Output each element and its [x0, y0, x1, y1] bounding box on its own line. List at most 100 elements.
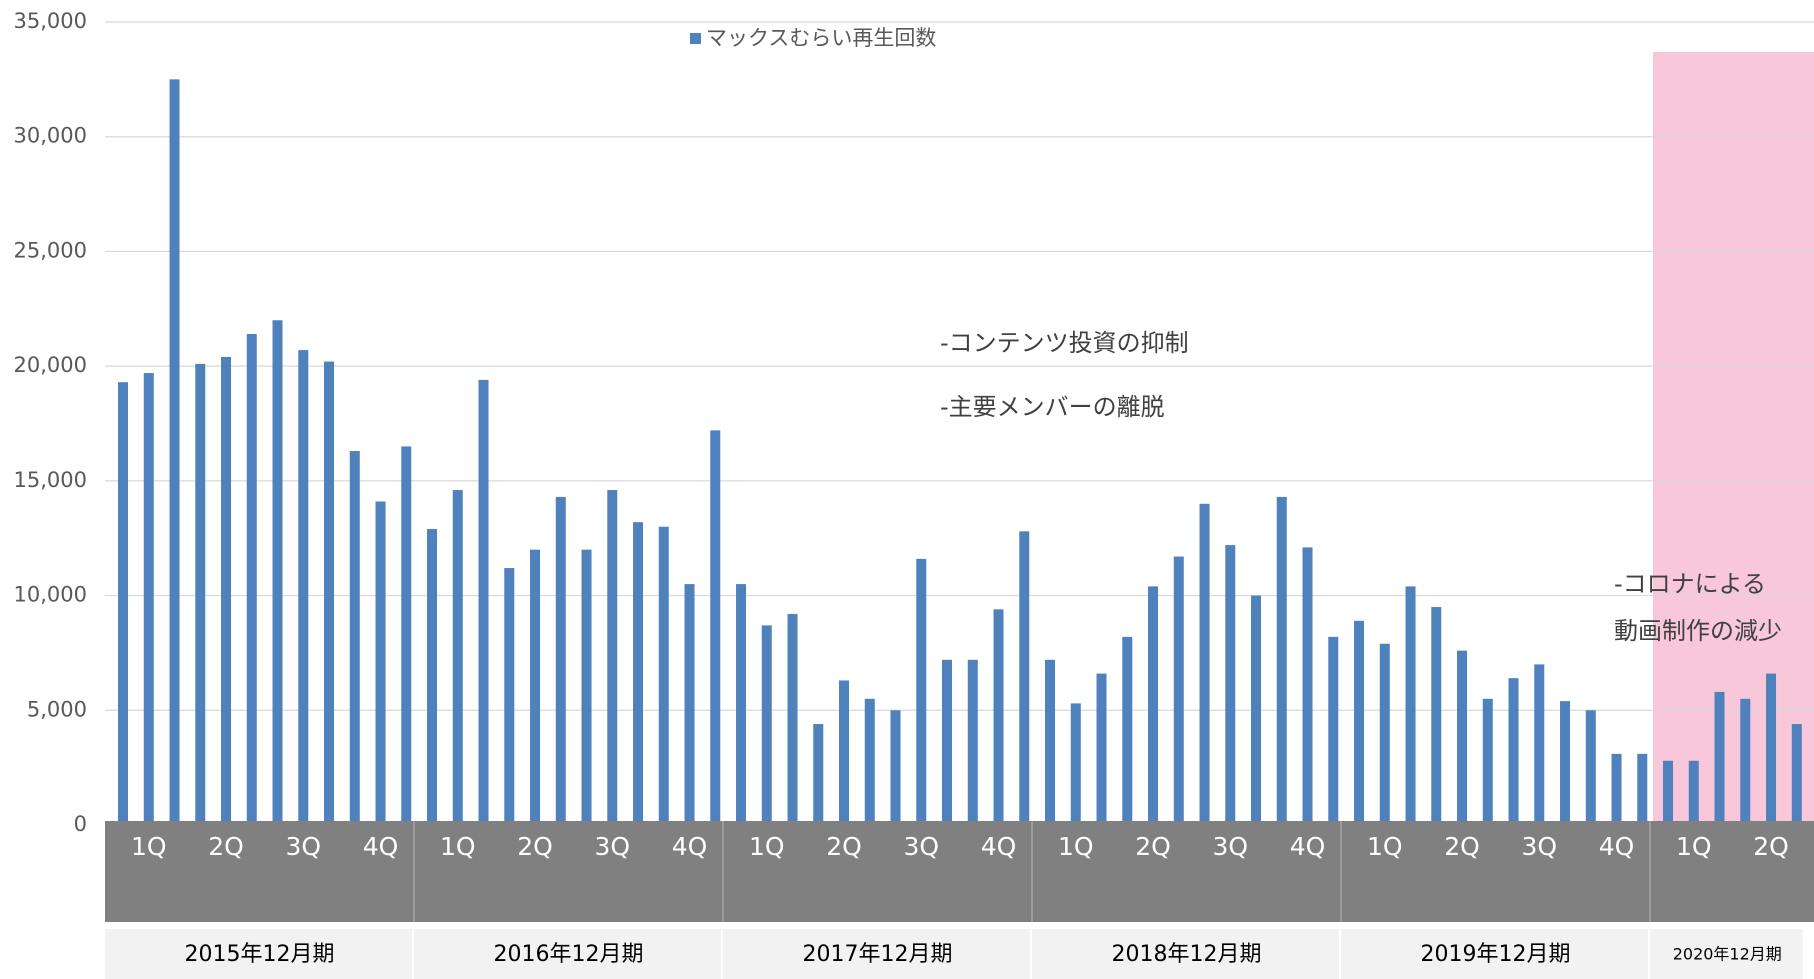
quarter-label: 1Q — [1676, 832, 1712, 861]
year-label: 2017年12月期 — [803, 942, 953, 967]
y-tick-label: 35,000 — [14, 9, 87, 33]
bar — [1302, 547, 1313, 825]
quarter-label: 4Q — [1290, 832, 1326, 861]
y-tick-label: 30,000 — [14, 124, 87, 148]
bar — [658, 526, 669, 825]
bar — [1457, 650, 1468, 825]
quarter-label: 2Q — [517, 832, 553, 861]
bar — [478, 379, 489, 825]
bar — [581, 549, 592, 825]
bar — [1508, 678, 1519, 825]
bar — [1431, 607, 1442, 825]
bar — [1611, 753, 1622, 825]
bar — [1482, 698, 1493, 825]
bar — [1379, 643, 1390, 825]
bar — [1766, 673, 1777, 825]
quarter-label: 2Q — [208, 832, 244, 861]
bar — [993, 609, 1004, 825]
bar — [607, 490, 618, 825]
y-tick-label: 0 — [74, 812, 87, 836]
bar — [530, 549, 541, 825]
legend-swatch — [690, 33, 701, 44]
year-cell — [723, 929, 1030, 979]
quarter-label: 3Q — [285, 832, 321, 861]
bar — [298, 350, 309, 825]
bar — [1328, 636, 1339, 825]
bar — [761, 625, 772, 825]
quarter-label: 1Q — [440, 832, 476, 861]
quarter-label: 1Q — [1058, 832, 1094, 861]
bar — [1173, 556, 1184, 825]
year-cell — [1032, 929, 1339, 979]
legend-label: マックスむらい再生回数 — [706, 26, 936, 50]
bar — [1740, 698, 1751, 825]
quarter-label: 2Q — [826, 832, 862, 861]
bar — [736, 584, 747, 825]
year-cell — [1650, 929, 1803, 979]
bar — [1019, 531, 1030, 825]
bar — [195, 363, 206, 825]
bar — [324, 361, 335, 825]
bar — [1070, 703, 1081, 825]
annotation: -コロナによる — [1614, 570, 1766, 598]
year-label: 2019年12月期 — [1421, 942, 1571, 967]
year-label: 2016年12月期 — [494, 942, 644, 967]
bar — [1714, 691, 1725, 825]
bar — [942, 659, 953, 825]
quarter-label: 2Q — [1753, 832, 1789, 861]
axis-band — [105, 821, 1814, 922]
bar — [1045, 659, 1056, 825]
year-cell — [414, 929, 721, 979]
bar — [684, 584, 695, 825]
bar — [1534, 664, 1545, 825]
quarter-label: 3Q — [594, 832, 630, 861]
quarter-label: 4Q — [1599, 832, 1635, 861]
quarter-label: 3Q — [1212, 832, 1248, 861]
bar — [375, 501, 386, 825]
bar — [1251, 595, 1262, 825]
quarter-label: 2Q — [1444, 832, 1480, 861]
year-label: 2018年12月期 — [1112, 942, 1262, 967]
annotation: -主要メンバーの離脱 — [940, 393, 1165, 421]
bar — [272, 320, 283, 825]
bar — [1199, 503, 1210, 825]
bar — [1688, 760, 1699, 825]
bar — [504, 568, 515, 825]
annotation: -コンテンツ投資の抑制 — [940, 329, 1189, 357]
annotation: 動画制作の減少 — [1614, 617, 1782, 645]
year-cell — [1341, 929, 1648, 979]
bar — [452, 490, 463, 825]
y-tick-label: 20,000 — [14, 353, 87, 377]
y-tick-label: 25,000 — [14, 238, 87, 262]
bar — [890, 710, 901, 825]
bar — [1354, 620, 1365, 825]
bar — [169, 79, 180, 826]
bar — [1637, 753, 1648, 825]
bar — [118, 382, 129, 825]
bar — [916, 558, 927, 825]
bar — [555, 496, 566, 825]
quarter-label: 3Q — [903, 832, 939, 861]
quarter-label: 4Q — [981, 832, 1017, 861]
year-label: 2015年12月期 — [185, 942, 335, 967]
bar — [427, 529, 438, 825]
bar — [143, 373, 154, 825]
year-label: 2020年12月期 — [1673, 945, 1782, 964]
bar — [967, 659, 978, 825]
quarter-label: 1Q — [749, 832, 785, 861]
quarter-label: 1Q — [131, 832, 167, 861]
bar — [864, 698, 875, 825]
quarter-label: 3Q — [1521, 832, 1557, 861]
y-tick-label: 5,000 — [27, 697, 87, 721]
bar — [246, 334, 257, 825]
bar — [839, 680, 850, 825]
bar — [1405, 586, 1416, 825]
bar — [1096, 673, 1107, 825]
bar — [1791, 724, 1802, 825]
y-tick-label: 10,000 — [14, 583, 87, 607]
bar — [633, 522, 644, 825]
quarter-label: 4Q — [672, 832, 708, 861]
bar — [1585, 710, 1596, 825]
bar — [221, 356, 232, 825]
